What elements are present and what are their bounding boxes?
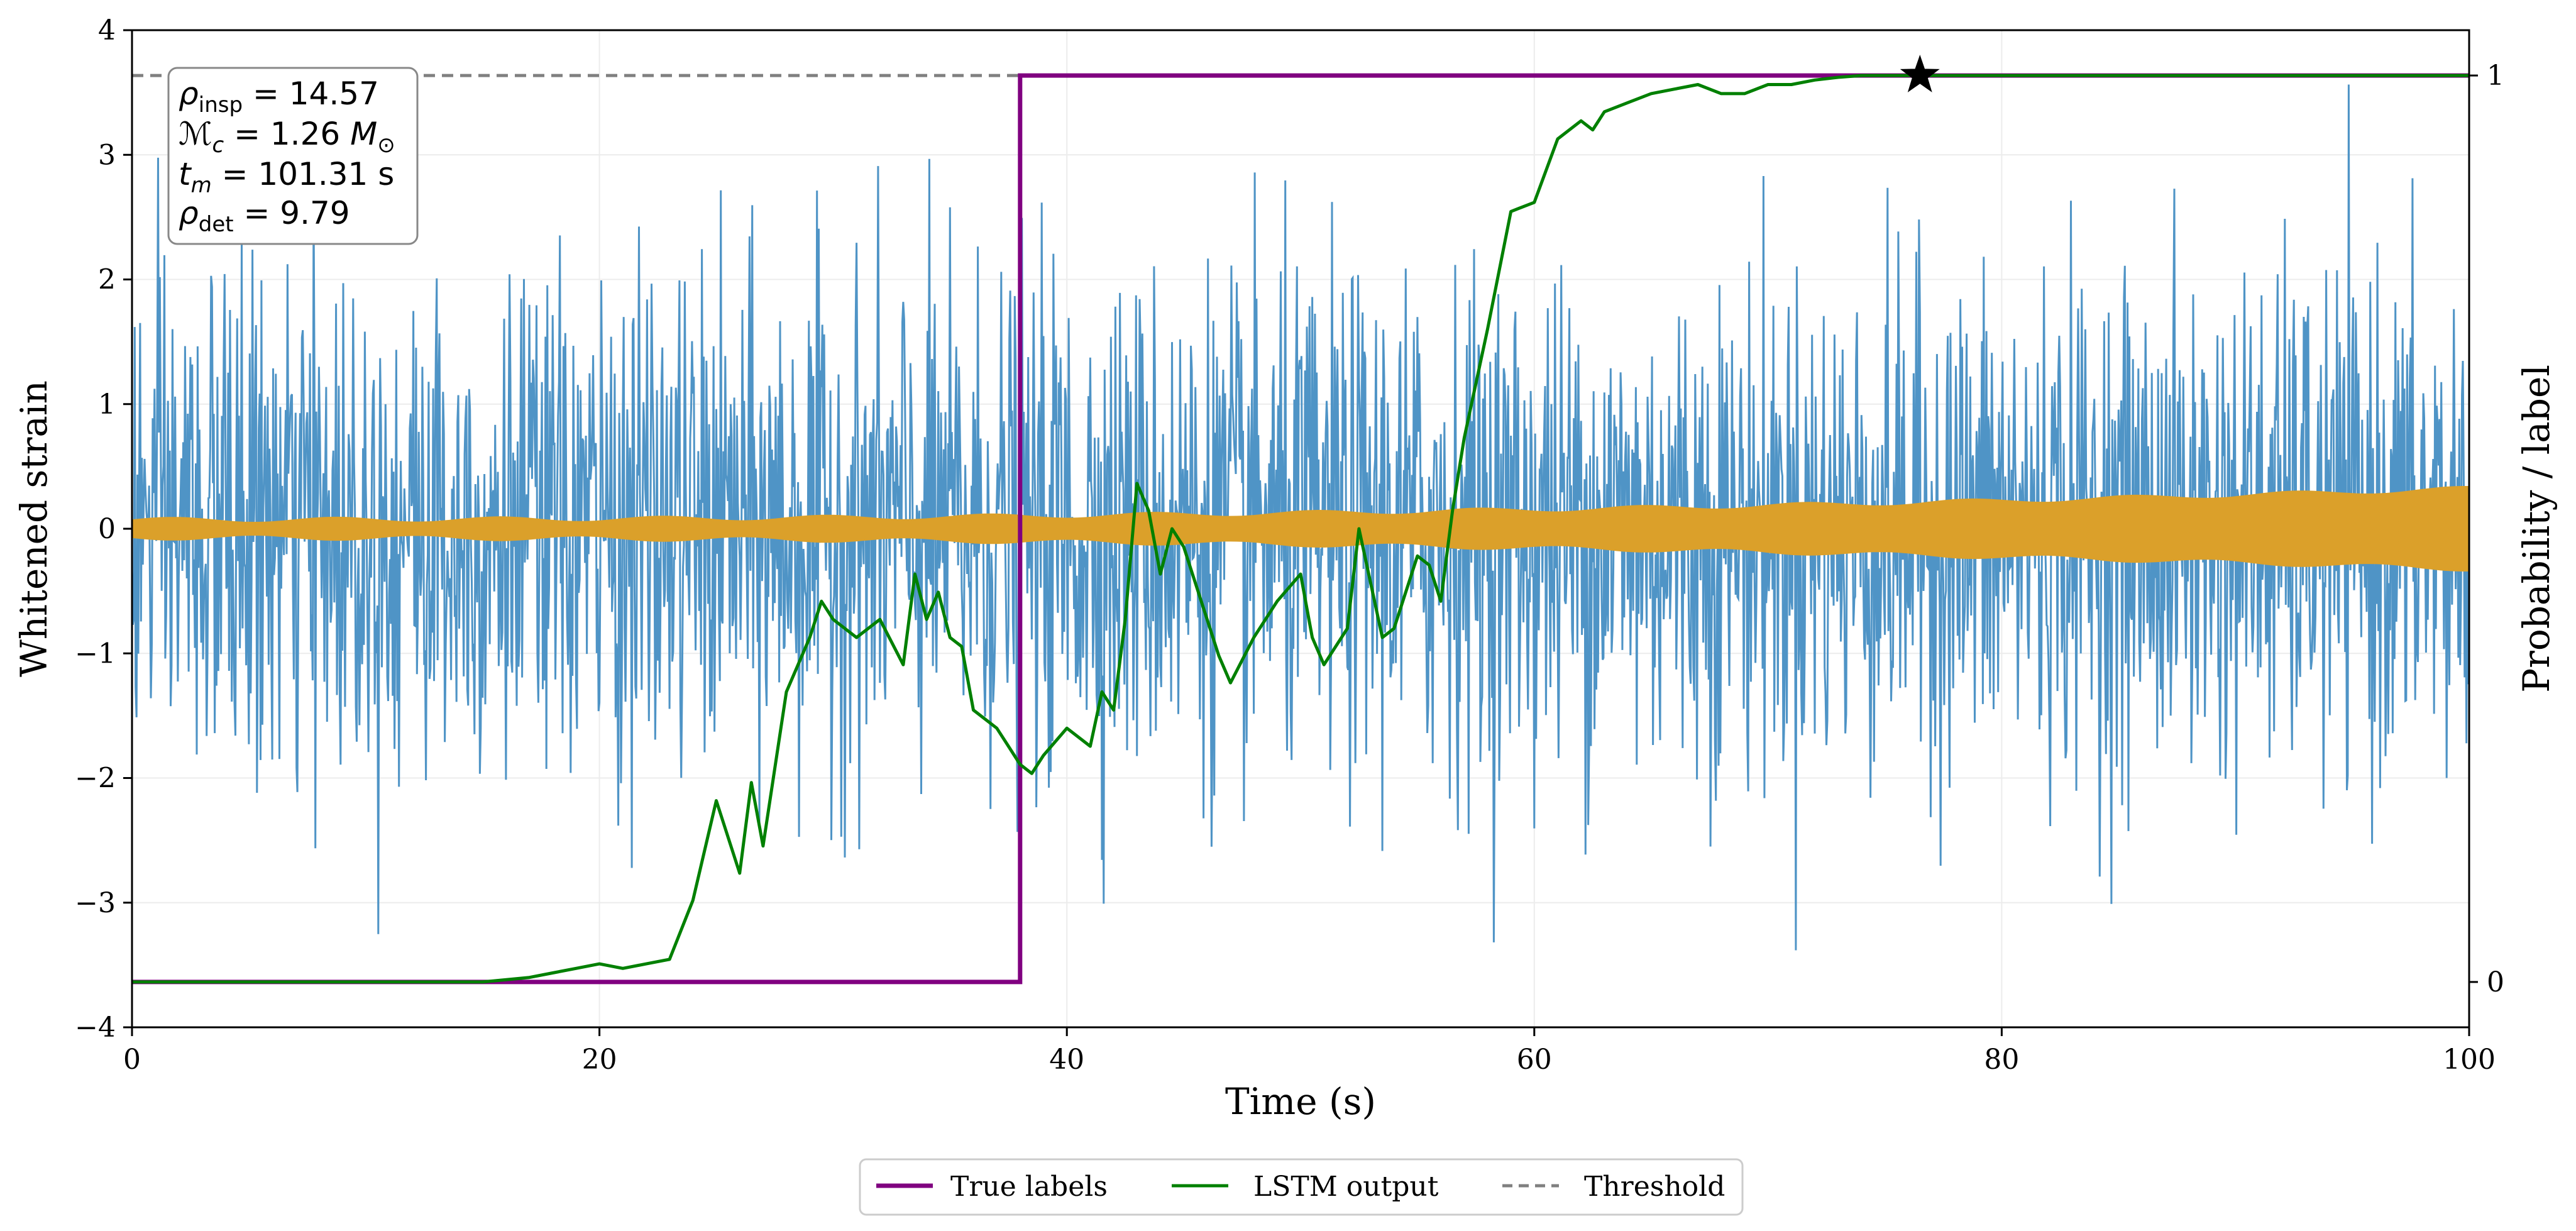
left-y-tick-label: −2 [75,763,116,795]
left-y-tick-label: 2 [98,264,116,296]
detection-star-marker [1900,55,1940,92]
signal-template-band [132,486,2469,571]
x-axis-label: Time (s) [1225,1080,1376,1123]
left-y-axis-ticks: 4 3 2 1 0 −1 −2 −3 −4 [75,14,132,1044]
noise-strain-line [132,84,2469,951]
x-tick-label: 80 [1984,1044,2019,1076]
left-y-axis-label: Whitened strain [13,380,55,677]
x-tick-label: 20 [582,1044,617,1076]
lstm-output-line [132,74,2469,984]
right-y-tick-label: 0 [2487,966,2504,998]
right-y-axis-label: Probability / label [2515,365,2558,693]
right-y-tick-label: 1 [2487,60,2504,92]
merger-time-annotation: tm = 101.31 s [179,156,394,198]
legend-true-labels-label: True labels [950,1171,1108,1203]
legend-threshold-label: Threshold [1584,1171,1725,1203]
left-y-tick-label: −3 [75,887,116,919]
rho-det-annotation: ρdet = 9.79 [179,195,350,237]
left-y-tick-label: −4 [75,1012,116,1044]
rho-insp-annotation: ρinsp = 14.57 [179,75,379,118]
legend: True labels LSTM output Threshold [859,1158,1744,1216]
x-tick-label: 60 [1517,1044,1552,1076]
x-axis-ticks: 0 20 40 60 80 100 [123,1027,2496,1076]
legend-lstm-output-label: LSTM output [1253,1171,1439,1203]
left-y-tick-label: 1 [98,389,116,421]
left-y-tick-label: 0 [98,513,116,545]
x-tick-label: 40 [1049,1044,1084,1076]
x-tick-label: 0 [123,1044,141,1076]
left-y-tick-label: 3 [98,139,116,171]
parameters-annotation-box: ρinsp = 14.57 ℳc = 1.26 M⊙ tm = 101.31 s… [167,67,419,245]
x-tick-label: 100 [2443,1044,2496,1076]
chirp-mass-annotation: ℳc = 1.26 M⊙ [179,116,395,158]
series-lines [132,73,2469,985]
true-labels-line [132,73,2469,985]
right-y-axis-ticks: 01 [2469,60,2504,998]
left-y-tick-label: −1 [75,638,116,670]
left-y-tick-label: 4 [98,14,116,47]
